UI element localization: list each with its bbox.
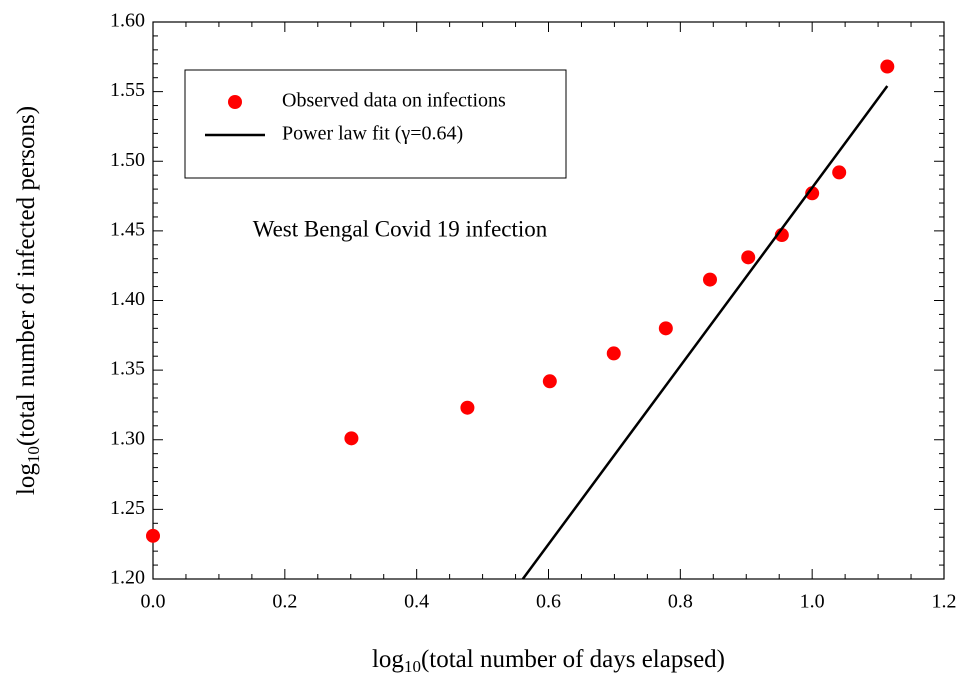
y-tick-label: 1.55 <box>110 79 145 101</box>
data-point <box>880 59 895 74</box>
x-axis-label-part: log <box>372 646 404 673</box>
data-point <box>702 272 717 287</box>
x-tick-label: 1.2 <box>932 591 957 613</box>
x-tick-label: 1.0 <box>800 591 825 613</box>
y-tick-label: 1.30 <box>110 427 145 449</box>
x-axis-label: log10(total number of days elapsed) <box>372 646 725 676</box>
x-axis-label-part: (total number of days elapsed) <box>421 646 725 673</box>
x-tick-label: 0.6 <box>536 591 561 613</box>
data-point <box>542 374 557 389</box>
y-axis-label-sub: 10 <box>24 446 43 463</box>
y-tick-label: 1.20 <box>110 567 145 589</box>
y-axis-label: log10(total number of infected persons) <box>13 106 43 495</box>
y-axis-label-part: (total number of infected persons) <box>13 106 40 446</box>
data-point <box>805 186 820 201</box>
x-tick-label: 0.0 <box>141 591 166 613</box>
data-point <box>658 321 673 336</box>
y-tick-label: 1.60 <box>110 10 145 32</box>
annotation: West Bengal Covid 19 infection <box>253 216 548 241</box>
y-tick-label: 1.25 <box>110 497 145 519</box>
data-point <box>460 400 475 415</box>
data-point <box>741 250 756 265</box>
fit-line <box>521 85 889 580</box>
y-tick-label: 1.45 <box>110 218 145 240</box>
data-point <box>832 165 847 180</box>
y-tick-label: 1.35 <box>110 358 145 380</box>
data-point <box>606 346 621 361</box>
y-tick-label: 1.40 <box>110 288 145 310</box>
data-point <box>146 528 160 543</box>
legend-box <box>184 69 567 179</box>
y-tick-label: 1.50 <box>110 149 145 171</box>
data-point <box>344 431 359 446</box>
legend-label: Power law fit (γ=0.64) <box>282 123 463 145</box>
x-tick-label: 0.8 <box>668 591 693 613</box>
x-axis-label-sub: 10 <box>404 657 421 676</box>
legend-marker <box>228 95 242 109</box>
y-axis-label-part: log <box>13 463 40 495</box>
legend-label: Observed data on infections <box>282 90 506 112</box>
x-tick-label: 0.4 <box>404 591 429 613</box>
x-tick-label: 0.2 <box>272 591 297 613</box>
